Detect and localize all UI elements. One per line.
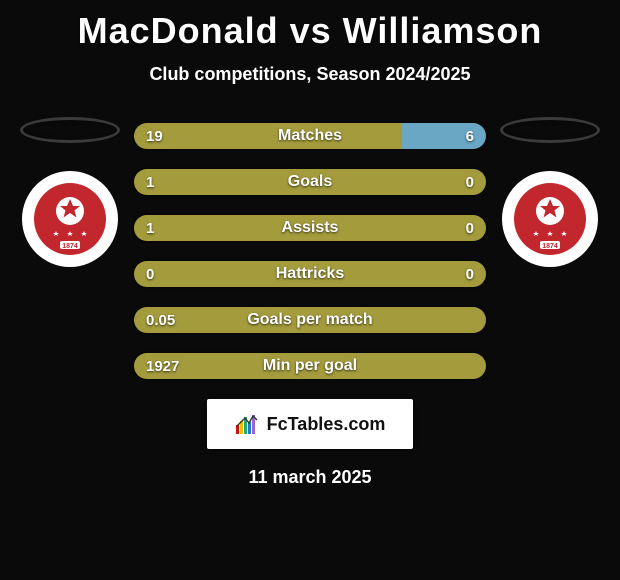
stat-bar: Min per goal1927 [134, 353, 486, 379]
comparison-bars: Matches196 Goals10 Assists10 Hattricks00 Goa… [130, 123, 490, 379]
bar-seg-right [310, 261, 486, 287]
bar-seg-left [134, 169, 486, 195]
bar-seg-left [134, 353, 486, 379]
page-subtitle: Club competitions, Season 2024/2025 [0, 64, 620, 85]
stat-bar: Goals per match0.05 [134, 307, 486, 333]
left-club-badge: 1874 [20, 169, 120, 269]
comparison-main: 1874 Matches196 Goals10 Assists10 Hattricks… [0, 123, 620, 379]
brand-box: FcTables.com [207, 399, 413, 449]
stat-bar: Hattricks00 [134, 261, 486, 287]
left-ellipse-placeholder [20, 117, 120, 143]
stat-bar: Assists10 [134, 215, 486, 241]
club-crest-icon: 1874 [20, 169, 120, 269]
bar-seg-left [134, 123, 402, 149]
badge-year: 1874 [62, 243, 78, 250]
footer-date: 11 march 2025 [0, 467, 620, 488]
page-title: MacDonald vs Williamson [0, 10, 620, 52]
stat-bar: Matches196 [134, 123, 486, 149]
stat-bar: Goals10 [134, 169, 486, 195]
bar-seg-left [134, 215, 486, 241]
bar-seg-right [402, 123, 486, 149]
bar-seg-left [134, 307, 486, 333]
right-club-badge: 1874 [500, 169, 600, 269]
left-side: 1874 [10, 123, 130, 269]
club-crest-icon: 1874 [500, 169, 600, 269]
badge-year: 1874 [542, 243, 558, 250]
bar-seg-left [134, 261, 310, 287]
brand-chart-icon [235, 413, 261, 435]
right-side: 1874 [490, 123, 610, 269]
right-ellipse-placeholder [500, 117, 600, 143]
brand-text: FcTables.com [267, 414, 386, 435]
